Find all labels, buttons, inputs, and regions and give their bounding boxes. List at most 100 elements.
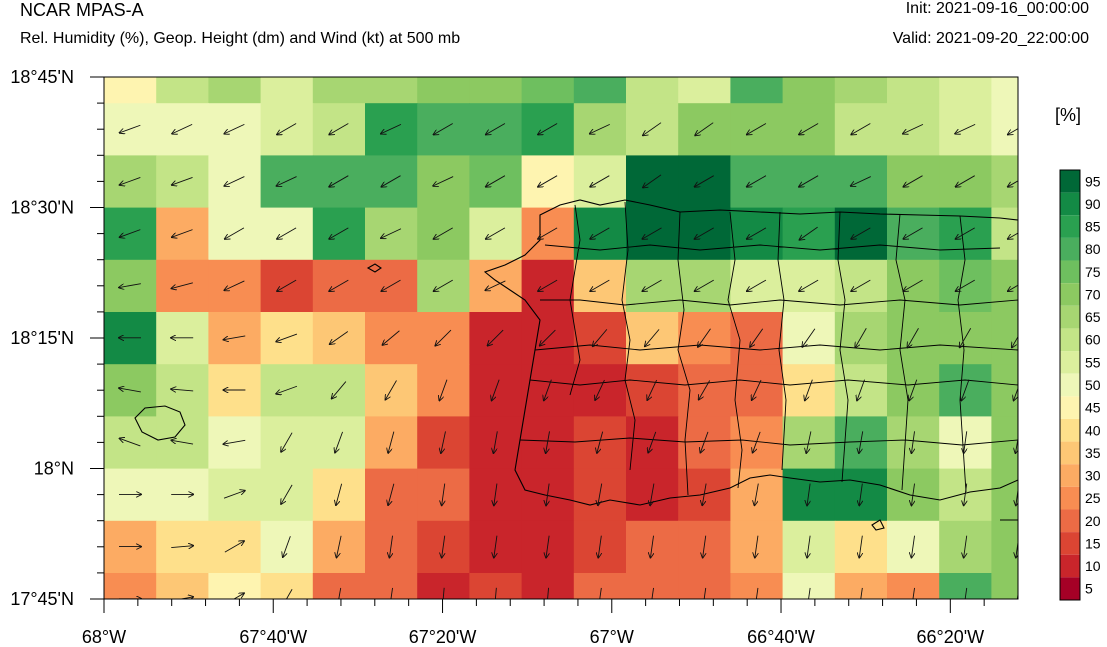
wind-arrow [593,329,608,346]
colorbar-swatch [1060,237,1080,261]
wind-arrow [434,279,453,291]
wind-arrow [747,227,767,239]
rh-cell [573,364,627,417]
rh-cell [365,77,418,104]
wind-arrow [650,483,655,506]
wind-arrow [381,175,401,187]
rh-cell [104,103,157,156]
wind-arrow [434,227,453,239]
rh-cell [156,155,209,209]
wind-arrow [590,175,610,187]
wind-arrow [851,123,871,135]
wind-arrow [964,535,967,558]
rh-cell [208,207,262,261]
wind-arrow [754,483,759,506]
rh-cell [782,155,836,209]
rh-cell [730,207,784,261]
wind-arrow [859,431,864,453]
wind-arrow [381,228,402,238]
wind-arrow [441,431,446,453]
wind-arrow [908,328,919,347]
colorbar-label: 15 [1085,535,1101,551]
rh-cell [417,207,470,261]
wind-arrow [335,431,343,453]
wind-arrow [388,483,395,505]
colorbar-label: 85 [1085,219,1101,235]
rh-cell [208,520,262,574]
wind-arrow [172,229,193,238]
rh-cell [939,77,992,104]
wind-arrow [648,431,657,453]
rh-cell [260,207,314,261]
colorbar-label: 20 [1085,513,1101,529]
wind-arrow [225,227,245,239]
colorbar-swatch [1060,554,1080,578]
wind-arrow [911,483,914,506]
colorbar-swatch [1060,215,1080,238]
rh-cell [260,312,314,365]
colorbar-label: 30 [1085,468,1101,484]
rh-cell [991,573,1018,599]
rh-cell [521,520,575,574]
wind-arrow [119,283,141,288]
rh-cell [573,155,627,209]
wind-arrow [961,379,970,401]
desecheo-island [366,263,382,273]
rh-cell [782,312,836,365]
colorbar-swatch [1060,373,1080,397]
wind-arrow [442,535,445,558]
rh-cell [208,77,262,104]
rh-cell [521,103,575,156]
rh-cell [260,573,314,599]
rh-cell [521,207,575,261]
colorbar-swatch [1060,486,1080,510]
wind-arrow [546,431,550,453]
lon-label: 68°W [82,627,126,647]
colorbar-label: 45 [1085,400,1101,416]
rh-cell [887,77,940,104]
rh-cell [312,416,366,470]
rh-cell [104,468,157,522]
wind-arrow [538,279,558,291]
rh-cell [365,468,418,522]
wind-arrow [171,546,193,548]
valid-time: Valid: 2021-09-20_22:00:00 [892,30,1089,47]
rh-cell [312,468,366,522]
rh-cell [887,207,940,261]
rh-cell [991,77,1018,104]
wind-arrow [281,432,293,452]
wind-arrow [642,227,662,239]
colorbar-swatch [1060,577,1080,600]
colorbar-label: 5 [1085,581,1093,597]
wind-arrow [802,328,816,347]
rh-cell [678,468,731,522]
rh-cell [782,103,836,156]
rh-cell [573,520,627,574]
rh-cell [260,520,314,574]
wind-arrow [747,279,767,291]
colorbar-label: 70 [1085,286,1101,302]
rh-cell [678,364,731,417]
wind-arrow [964,483,967,506]
wind-arrow [1016,539,1018,558]
lat-label: 18°15'N [10,328,74,348]
wind-arrow [435,329,452,346]
wind-arrow [650,535,653,558]
rh-cell [260,416,314,470]
rh-cell [730,520,784,574]
rh-cell [626,520,679,574]
wind-arrow [434,123,453,135]
lon-label: 66°40'W [747,627,815,647]
rh-cell [626,207,679,261]
colorbar-units: [%] [1055,105,1081,125]
rh-cell [260,103,314,156]
rh-cell [834,468,888,522]
wind-arrow [283,536,291,557]
wind-arrow [1016,486,1018,506]
colorbar: 95 90 85 80 75 70 65 60 55 50 45 40 35 30 25 20 15 10 5 [1059,169,1101,601]
rh-cell [887,364,940,417]
rh-cell [626,312,679,365]
rh-cell [312,155,366,209]
wind-arrow [590,279,610,291]
